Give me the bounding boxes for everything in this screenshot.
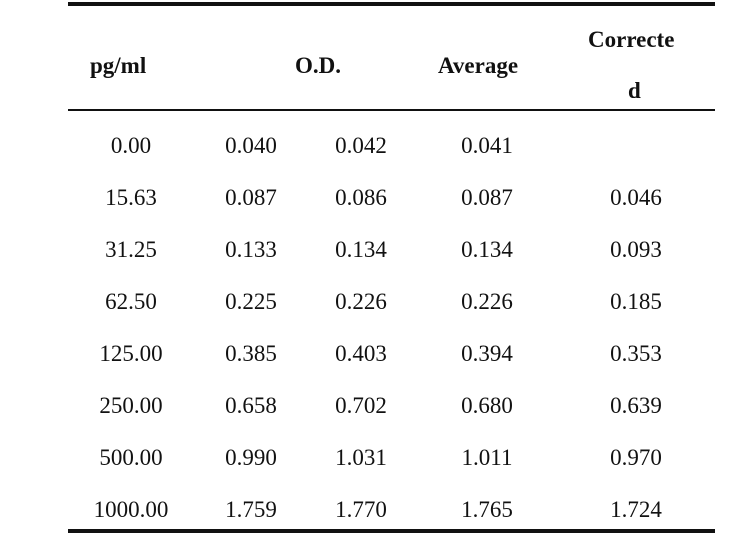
cell-od-2: 0.226: [335, 289, 387, 314]
header-od: O.D.: [295, 53, 341, 78]
cell-corrected: 0.353: [610, 341, 662, 366]
cell-od-2: 0.403: [335, 341, 387, 366]
cell-average: 0.134: [461, 237, 513, 262]
header-corrected-line1: Correcte: [588, 27, 675, 52]
cell-average: 0.680: [461, 393, 513, 418]
cell-average: 1.765: [461, 497, 513, 522]
cell-pg-ml: 500.00: [99, 445, 163, 470]
cell-average: 0.226: [461, 289, 513, 314]
cell-pg-ml: 62.50: [105, 289, 157, 314]
table-row: 125.00 0.385 0.403 0.394 0.353: [68, 328, 715, 380]
cell-pg-ml: 0.00: [110, 133, 152, 158]
cell-od-2: 0.042: [335, 133, 387, 158]
cell-od-1: 0.658: [225, 393, 277, 418]
cell-od-2: 0.702: [335, 393, 387, 418]
cell-od-2: 1.770: [335, 497, 387, 522]
cell-corrected: [586, 120, 686, 172]
cell-od-2: 0.134: [335, 237, 387, 262]
table-header-rule: [68, 109, 715, 111]
table-row: 15.63 0.087 0.086 0.087 0.046: [68, 172, 715, 224]
cell-pg-ml: 250.00: [99, 393, 163, 418]
table-row: 0.00 0.040 0.042 0.041: [68, 120, 715, 172]
cell-od-1: 1.759: [225, 497, 277, 522]
table-row: 500.00 0.990 1.031 1.011 0.970: [68, 432, 715, 484]
cell-corrected: 0.046: [610, 185, 662, 210]
table-top-rule: [68, 2, 715, 6]
table-row: 62.50 0.225 0.226 0.226 0.185: [68, 276, 715, 328]
cell-od-1: 0.133: [225, 237, 277, 262]
cell-average: 0.041: [461, 133, 513, 158]
cell-od-2: 0.086: [335, 185, 387, 210]
cell-corrected: 0.639: [610, 393, 662, 418]
cell-od-1: 0.225: [225, 289, 277, 314]
cell-corrected: 0.093: [610, 237, 662, 262]
cell-od-1: 0.087: [225, 185, 277, 210]
cell-od-1: 0.385: [225, 341, 277, 366]
cell-pg-ml: 15.63: [105, 185, 157, 210]
cell-average: 0.394: [461, 341, 513, 366]
header-corrected-line2: d: [628, 78, 641, 103]
table-row: 1000.00 1.759 1.770 1.765 1.724: [68, 484, 715, 536]
table-row: 250.00 0.658 0.702 0.680 0.639: [68, 380, 715, 432]
table-bottom-rule: [68, 529, 715, 533]
cell-corrected: 0.970: [610, 445, 662, 470]
header-pg-ml: pg/ml: [90, 53, 147, 78]
standard-curve-table: pg/ml O.D. Average Correcte d 0.00 0.040…: [68, 0, 715, 540]
cell-pg-ml: 1000.00: [93, 497, 169, 522]
cell-average: 1.011: [461, 445, 513, 470]
cell-corrected: 0.185: [610, 289, 662, 314]
cell-pg-ml: 125.00: [99, 341, 163, 366]
table-row: 31.25 0.133 0.134 0.134 0.093: [68, 224, 715, 276]
cell-corrected: 1.724: [610, 497, 662, 522]
cell-od-2: 1.031: [335, 445, 387, 470]
cell-od-1: 0.040: [225, 133, 277, 158]
header-average: Average: [438, 53, 519, 78]
cell-average: 0.087: [461, 185, 513, 210]
cell-od-1: 0.990: [225, 445, 277, 470]
cell-pg-ml: 31.25: [105, 237, 157, 262]
table-body: 0.00 0.040 0.042 0.041 15.63 0.087 0.086…: [68, 120, 715, 536]
